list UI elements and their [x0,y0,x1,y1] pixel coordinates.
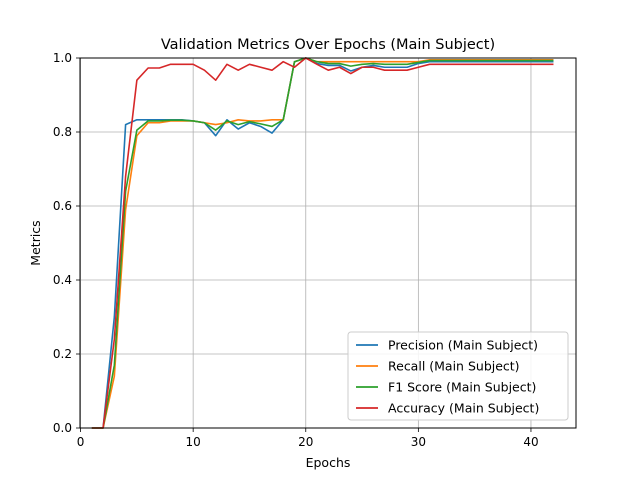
x-tick-label: 40 [523,435,538,449]
x-tick-label: 20 [298,435,313,449]
x-tick-label: 30 [411,435,426,449]
x-axis-label: Epochs [306,455,351,470]
chart-title: Validation Metrics Over Epochs (Main Sub… [161,37,495,53]
legend-label: F1 Score (Main Subject) [388,380,536,395]
plot-frame [79,57,577,429]
legend-label: Precision (Main Subject) [388,338,538,353]
series-lines [91,57,554,429]
legend-label: Accuracy (Main Subject) [388,401,539,416]
x-tick-label: 0 [77,435,85,449]
x-tick-label: 10 [186,435,201,449]
y-tick-label: 1.0 [53,51,72,65]
y-tick-label: 0.2 [53,347,72,361]
y-tick-label: 0.4 [53,273,72,287]
legend-label: Recall (Main Subject) [388,359,520,374]
y-tick-label: 0.8 [53,125,72,139]
y-axis-ticks: 0.0 0.2 0.4 0.6 0.8 1.0 [53,51,80,435]
x-axis-ticks: 0 10 20 30 40 [77,428,539,449]
y-tick-label: 0.0 [53,421,72,435]
legend-box [347,331,569,421]
legend: Precision (Main Subject) Recall (Main Sub… [347,331,569,421]
series-line-3 [91,57,554,429]
y-tick-label: 0.6 [53,199,72,213]
y-axis-label: Metrics [28,220,43,265]
series-line-4 [91,57,554,429]
